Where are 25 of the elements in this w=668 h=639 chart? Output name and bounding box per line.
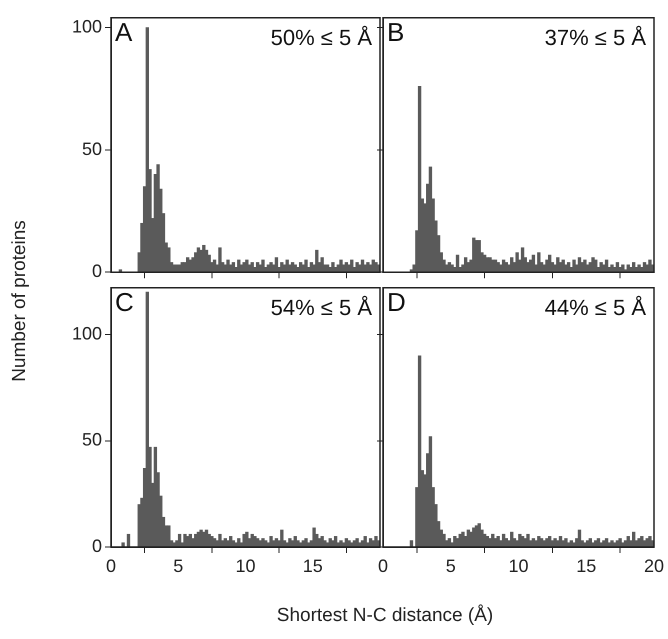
chart-title: A <box>115 16 133 47</box>
annotation: 44% ≤ 5 Å <box>544 294 646 320</box>
y-tick-label: 50 <box>82 138 102 159</box>
x-tick-label: 5 <box>173 556 184 576</box>
x-tick-label: 10 <box>508 556 529 576</box>
x-tick-label: 10 <box>235 556 256 576</box>
x-tick-label: 0 <box>378 556 388 576</box>
y-tick-label: 0 <box>92 536 102 556</box>
x-tick-label: 20 <box>644 556 664 576</box>
annotation: 50% ≤ 5 Å <box>270 24 372 50</box>
y-axis-title: Number of proteins <box>9 219 31 384</box>
x-tick-label: 15 <box>302 556 323 576</box>
x-tick-label: 0 <box>106 556 116 576</box>
annotation: 37% ≤ 5 Å <box>544 24 646 50</box>
chart-title: C <box>115 286 134 317</box>
annotation: 54% ≤ 5 Å <box>270 294 372 320</box>
y-tick-label: 50 <box>82 430 102 450</box>
y-tick-label: 100 <box>72 324 102 344</box>
x-tick-label: 5 <box>446 556 456 576</box>
x-tick-label: 15 <box>576 556 596 576</box>
chart-title: B <box>387 16 404 47</box>
x-axis-title: Shortest N-C distance (Å) <box>276 605 494 627</box>
y-tick-label: 100 <box>72 16 102 37</box>
y-tick-label: 0 <box>92 261 102 282</box>
chart-title: D <box>387 286 406 317</box>
